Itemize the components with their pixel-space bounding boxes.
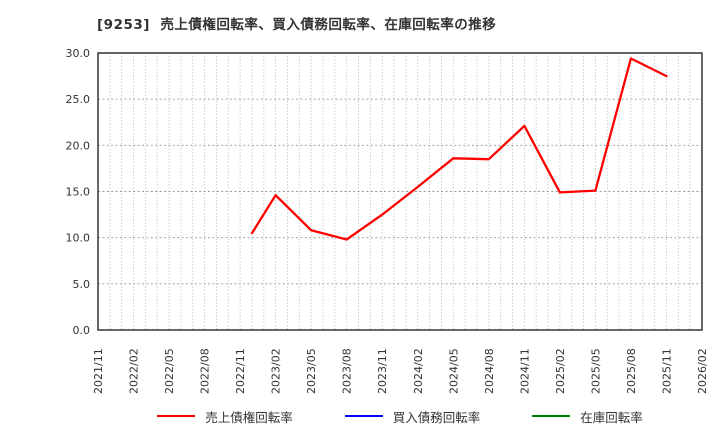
svg-text:2026/02: 2026/02 [696, 348, 709, 394]
svg-text:2025/08: 2025/08 [625, 348, 638, 394]
legend-label: 買入債務回転率 [392, 409, 481, 425]
svg-text:5.0: 5.0 [73, 278, 91, 291]
legend-label: 売上債権回転率 [205, 409, 293, 425]
green-line-swatch-icon [532, 415, 571, 417]
legend-item-inventory-turnover: 在庫回転率 [532, 407, 643, 426]
svg-text:20.0: 20.0 [66, 139, 91, 152]
svg-text:2024/08: 2024/08 [483, 348, 496, 394]
svg-text:2023/05: 2023/05 [305, 348, 318, 394]
chart-title: [9253] 売上債権回転率、買入債務回転率、在庫回転率の推移 [97, 17, 497, 33]
svg-text:2024/05: 2024/05 [447, 348, 460, 394]
svg-text:30.0: 30.0 [66, 47, 91, 60]
legend-label: 在庫回転率 [580, 409, 643, 425]
svg-text:0.0: 0.0 [73, 324, 91, 337]
svg-text:2024/02: 2024/02 [412, 348, 425, 394]
chart-legend: 売上債権回転率 買入債務回転率 在庫回転率 [98, 401, 702, 431]
svg-text:2023/02: 2023/02 [270, 348, 283, 394]
svg-text:2025/02: 2025/02 [554, 348, 567, 394]
svg-text:2024/11: 2024/11 [518, 348, 531, 394]
red-line-swatch-icon [157, 415, 196, 417]
legend-item-payables-turnover: 買入債務回転率 [344, 407, 481, 426]
svg-text:2022/11: 2022/11 [234, 348, 247, 394]
svg-text:2022/05: 2022/05 [163, 348, 176, 394]
svg-text:10.0: 10.0 [66, 232, 91, 245]
svg-text:2022/08: 2022/08 [199, 348, 212, 394]
svg-text:25.0: 25.0 [66, 93, 91, 106]
legend-item-receivables-turnover: 売上債権回転率 [157, 407, 293, 426]
svg-text:2023/11: 2023/11 [376, 348, 389, 394]
blue-line-swatch-icon [344, 415, 383, 417]
svg-text:2021/11: 2021/11 [92, 348, 105, 394]
svg-text:15.0: 15.0 [66, 186, 91, 199]
svg-text:2025/05: 2025/05 [589, 348, 602, 394]
svg-text:2025/11: 2025/11 [660, 348, 673, 394]
svg-text:2023/08: 2023/08 [341, 348, 354, 394]
svg-text:2022/02: 2022/02 [128, 348, 141, 394]
